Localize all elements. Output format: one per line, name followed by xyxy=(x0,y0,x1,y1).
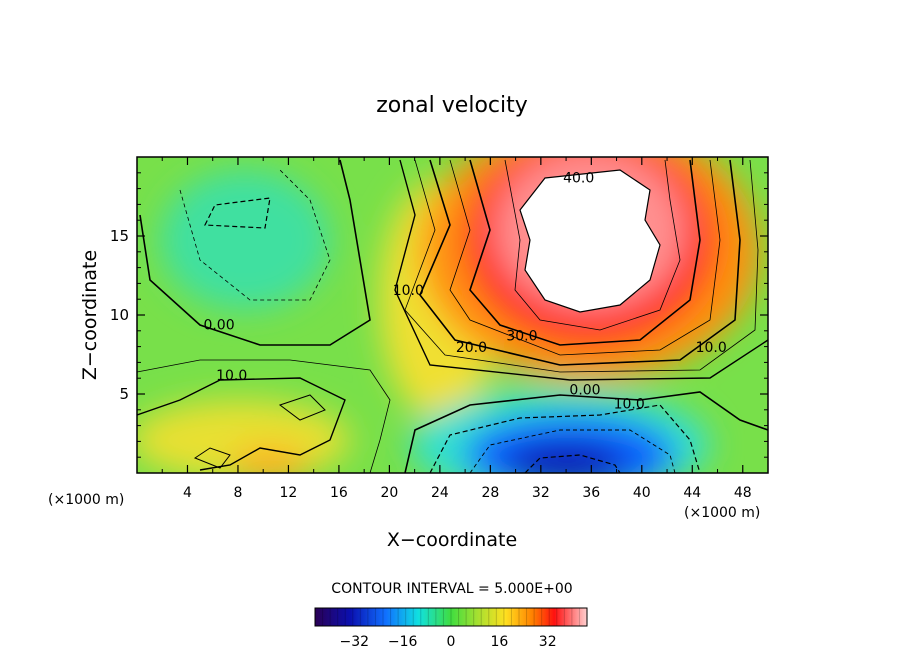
contour-0-left xyxy=(139,159,371,346)
x-tick-label: 36 xyxy=(582,485,600,501)
colorbar-tick-label: 0 xyxy=(447,634,456,650)
field-blob-darkblue-lower xyxy=(505,443,625,473)
colorbar-tick-label: −16 xyxy=(388,634,418,650)
contour-30 xyxy=(469,159,701,346)
x-tick-label: 40 xyxy=(633,485,651,501)
contour-20 xyxy=(419,159,741,366)
contour-15 xyxy=(404,159,759,373)
y-tick-label: 5 xyxy=(119,385,129,403)
contour-label: 10.0 xyxy=(393,283,424,299)
x-tick-label: 24 xyxy=(431,485,449,501)
x-tick-label: 48 xyxy=(734,485,752,501)
x-axis-label: X−coordinate xyxy=(387,529,517,551)
contour-neg30 xyxy=(524,454,621,473)
contour-neg20 xyxy=(469,429,676,473)
contour-5-left xyxy=(137,359,391,473)
colorbar-gradient xyxy=(314,607,588,627)
contour-label: 40.0 xyxy=(563,171,594,187)
x-tick-label: 8 xyxy=(233,485,242,501)
contour-neg5-outer-left xyxy=(179,169,331,301)
colorbar-tick-label: 32 xyxy=(539,634,557,650)
x-tick-label: 16 xyxy=(330,485,348,501)
contour-label: 10.0 xyxy=(696,340,727,356)
plot-area xyxy=(137,157,768,473)
contour-15-small-2 xyxy=(193,447,231,469)
x-tick-label: 4 xyxy=(183,485,192,501)
contour-10-left xyxy=(137,377,346,471)
y-tick-label: 10 xyxy=(110,306,129,324)
chart-title: zonal velocity xyxy=(376,93,528,118)
x-tick-label: 32 xyxy=(532,485,550,501)
max-region-white xyxy=(520,170,660,312)
contour-neg5-upper-left xyxy=(204,197,271,229)
contour-15-small-1 xyxy=(278,394,326,421)
colorbar-tick-label: 16 xyxy=(490,634,508,650)
x-tick-label: 12 xyxy=(280,485,298,501)
contour-label: 10.0 xyxy=(216,368,247,384)
x-tick-label: 20 xyxy=(380,485,398,501)
contour-40 xyxy=(519,169,661,313)
colorbar-tick-label: −32 xyxy=(340,634,370,650)
y-tick-label: 15 xyxy=(110,227,129,245)
colorbar-segments xyxy=(322,608,580,626)
field-blob-orange-lower-left xyxy=(230,447,310,473)
contour-lines xyxy=(137,159,768,473)
contour-label: 0.00 xyxy=(569,382,600,398)
contour-label: 30.0 xyxy=(506,329,537,345)
contour-neg10 xyxy=(429,404,701,473)
contour-label: 0.00 xyxy=(203,318,234,334)
field-blob-cyan-upper-left xyxy=(160,170,330,310)
contour-label: 20.0 xyxy=(456,340,487,356)
colorbar-ticks: −32 −16 0 16 32 xyxy=(340,634,557,650)
contour-interval-text: CONTOUR INTERVAL = 5.000E+00 xyxy=(331,581,572,597)
x-tick-label: 28 xyxy=(481,485,499,501)
contour-label: 10.0 xyxy=(614,397,645,413)
contour-25 xyxy=(449,159,721,356)
y-axis-label: Z−coordinate xyxy=(79,250,101,380)
contour-0-right xyxy=(404,391,768,473)
contour-35 xyxy=(504,159,681,331)
colorbar xyxy=(314,607,588,627)
x-unit-label-right: (×1000 m) xyxy=(684,505,760,521)
contour-10-right xyxy=(394,159,768,381)
x-tick-label: 44 xyxy=(683,485,701,501)
x-unit-label-left: (×1000 m) xyxy=(48,492,124,508)
contour-labels: 40.0 30.0 20.0 10.0 10.0 0.00 10.0 0.00 10.0 xyxy=(203,171,727,413)
